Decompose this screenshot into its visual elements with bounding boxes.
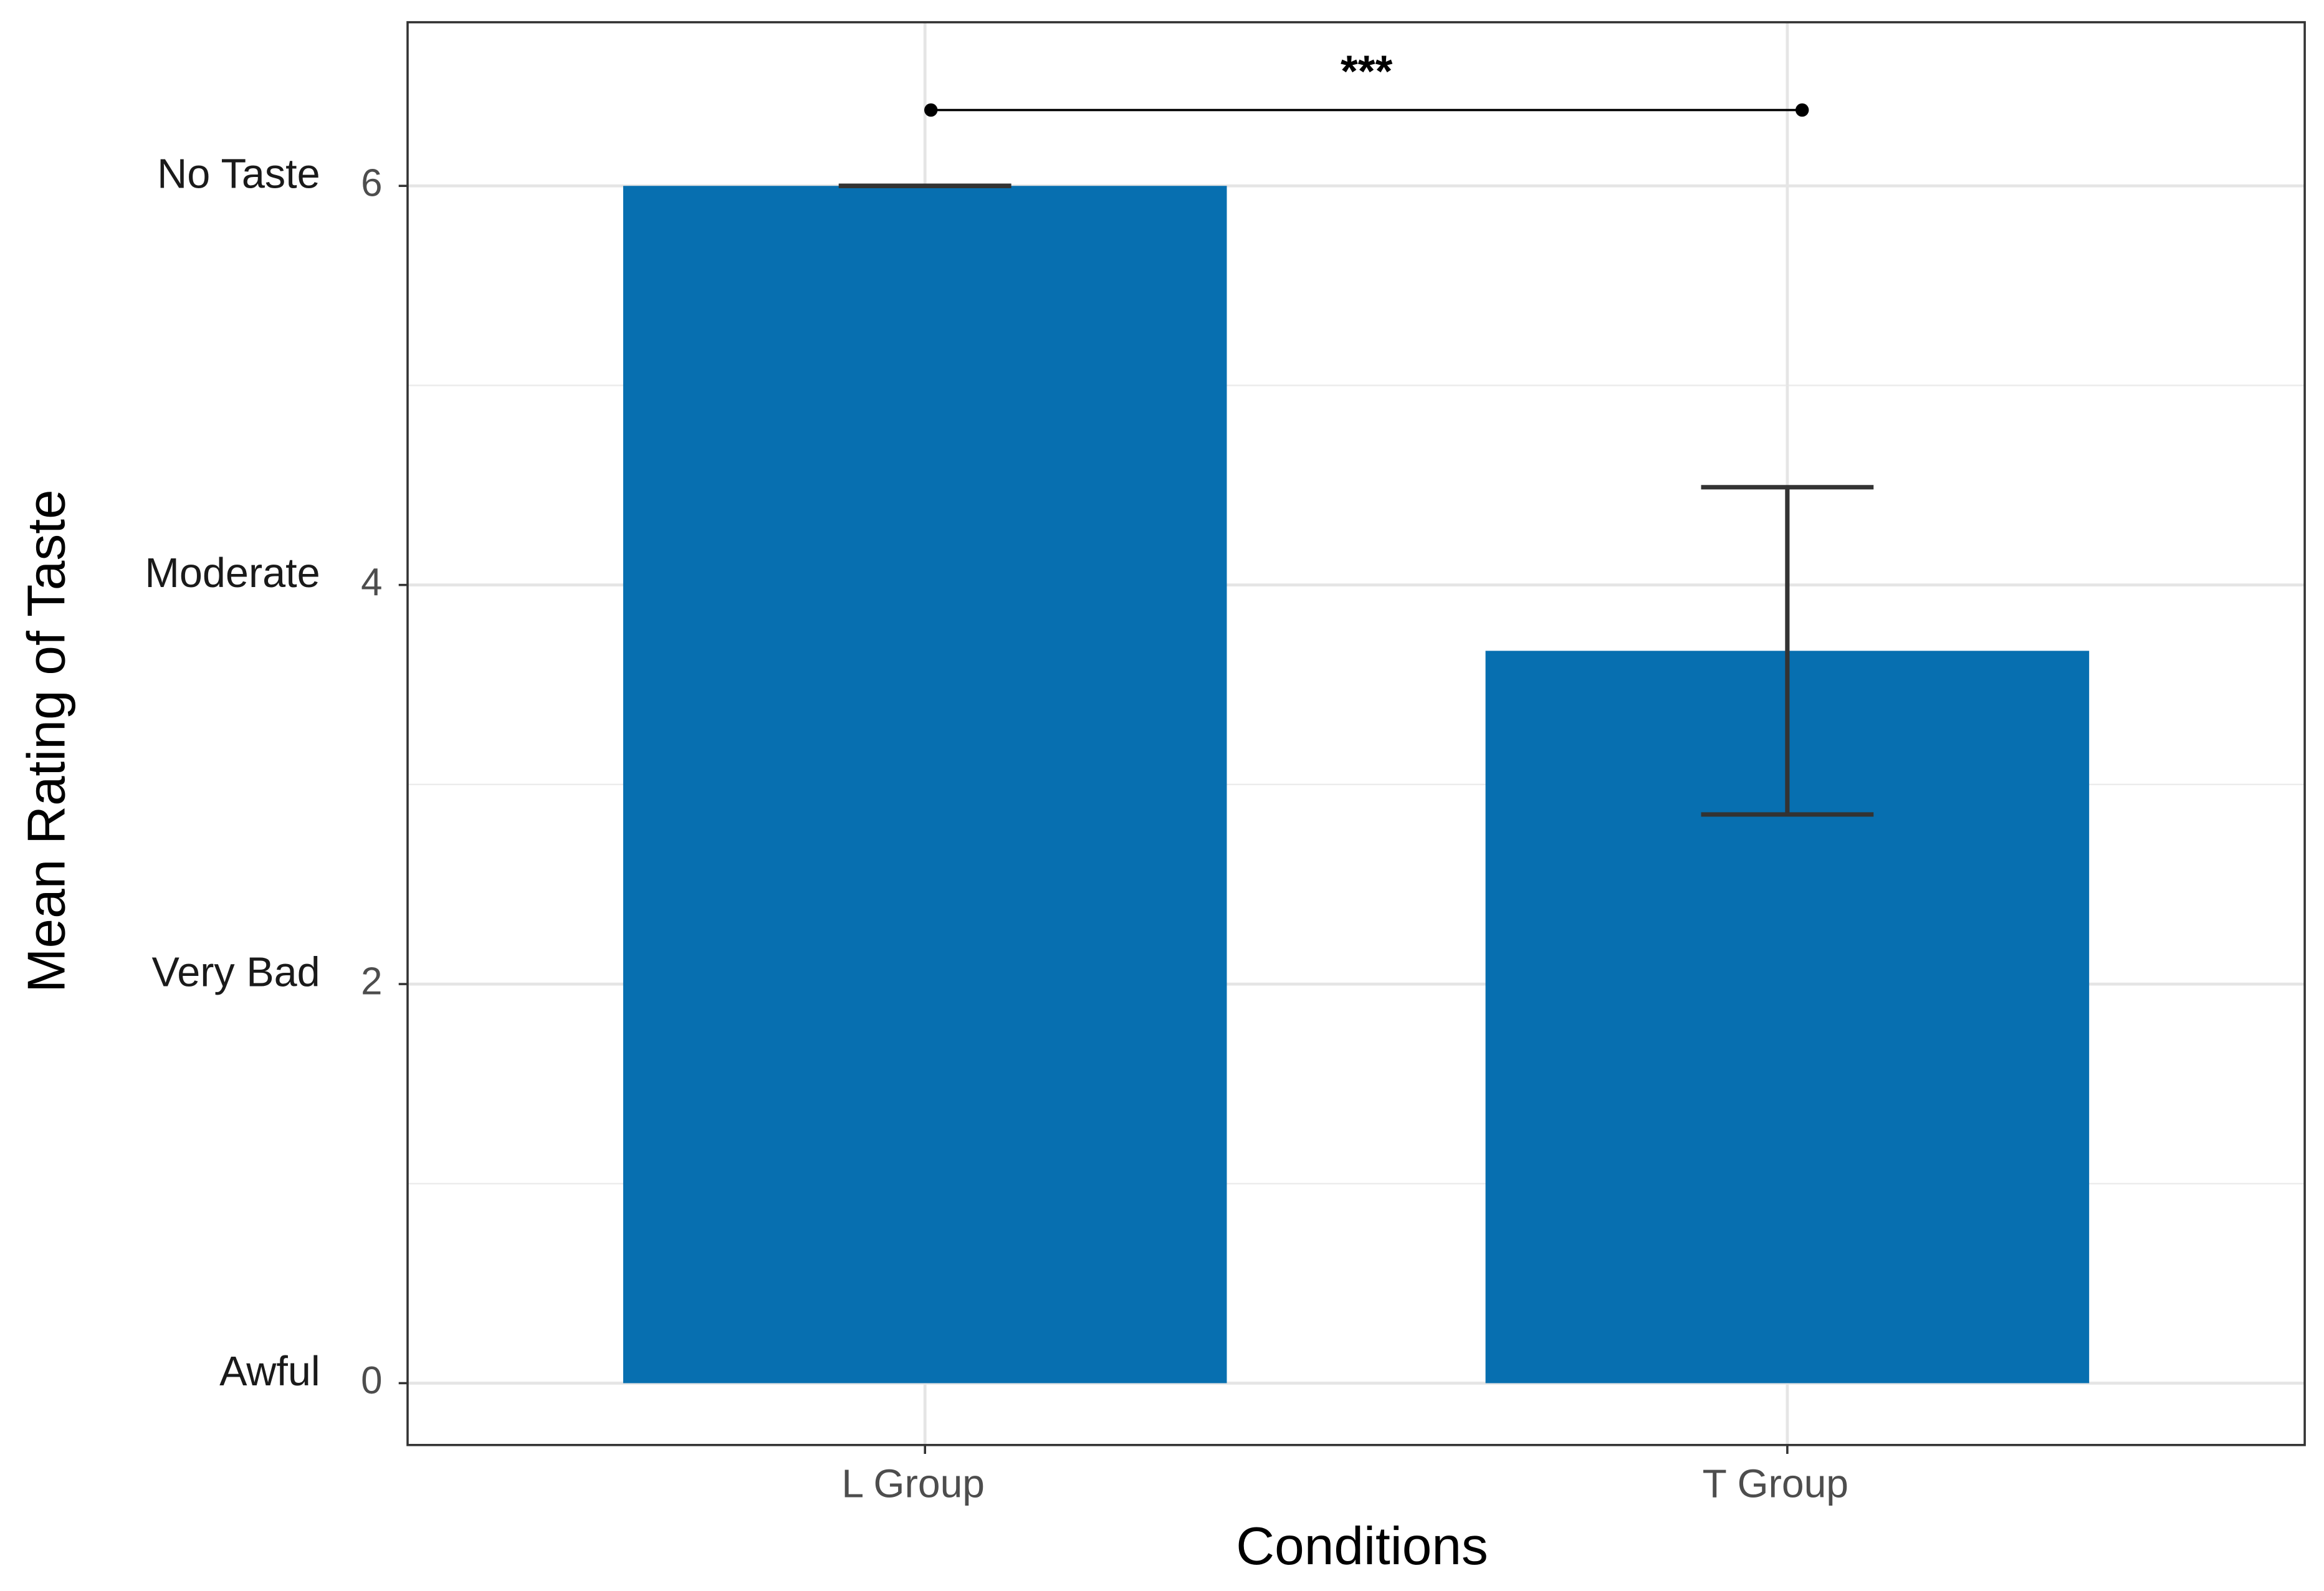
y-tick-label: 2 — [361, 960, 382, 1003]
significance-label: *** — [1341, 46, 1393, 96]
y-tick-description: Awful — [219, 1349, 320, 1395]
x-tick-label: T Group — [1703, 1461, 1848, 1506]
bracket-end — [1795, 103, 1809, 117]
bar — [623, 186, 1227, 1383]
y-tick-label: 0 — [361, 1359, 382, 1402]
plot-border — [406, 21, 2306, 1446]
error-bar — [1701, 485, 1874, 817]
x-axis-title: Conditions — [1236, 1516, 1488, 1576]
y-tick-description: No Taste — [157, 151, 320, 198]
y-axis-title: Mean Rating of Taste — [16, 489, 76, 992]
bracket-end — [924, 103, 938, 117]
x-tick-label: L Group — [841, 1461, 985, 1506]
y-tick-description: Moderate — [145, 550, 320, 596]
y-tick-label: 6 — [361, 162, 382, 205]
y-tick-label: 4 — [361, 561, 382, 604]
y-tick-description: Very Bad — [152, 949, 320, 995]
